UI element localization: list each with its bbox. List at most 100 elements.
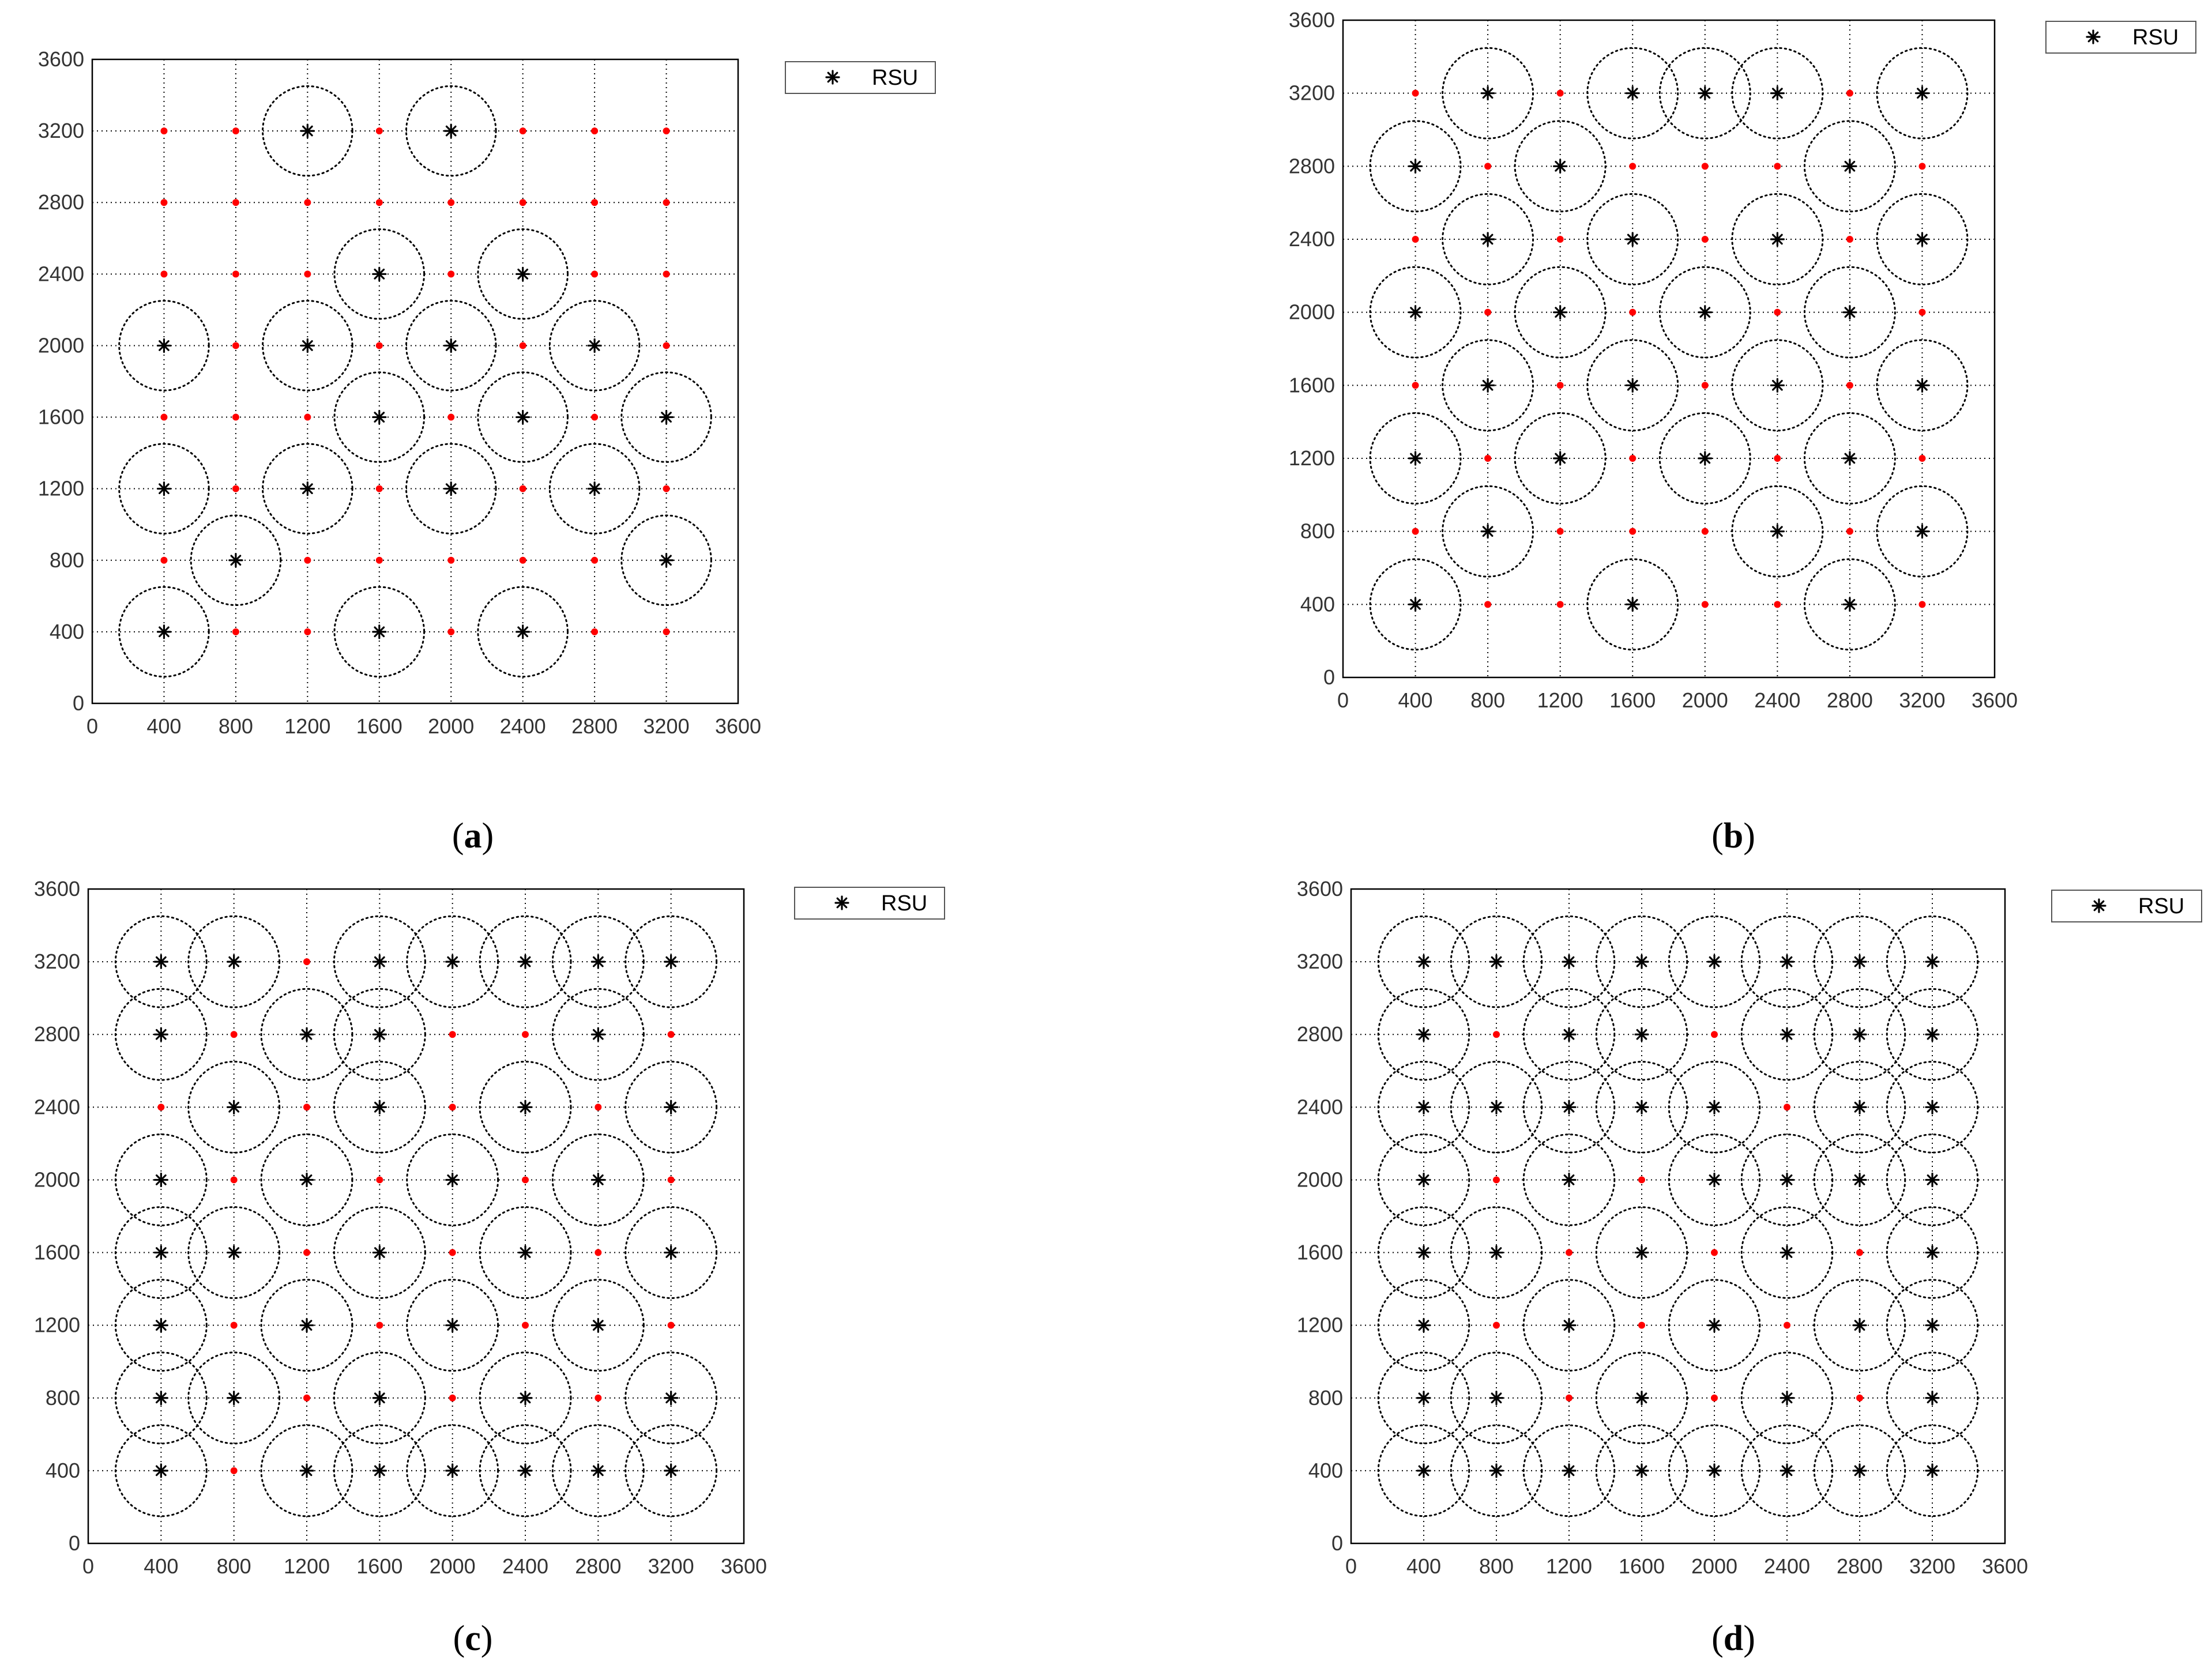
candidate-point xyxy=(1774,601,1781,608)
x-tick-label: 2800 xyxy=(1837,1554,1883,1578)
coverage-circle xyxy=(1740,1351,1834,1445)
candidate-point xyxy=(663,270,670,278)
chart-panel-b: 0 400 800 1200 1600 2000 2400 2800 3200 3600 0 400 8… xyxy=(1289,8,2196,856)
x-tick-label: 400 xyxy=(1406,1554,1441,1578)
coverage-circle xyxy=(551,1424,645,1517)
x-tick-label: 2000 xyxy=(1691,1554,1737,1578)
y-tick-label: 2800 xyxy=(34,1022,80,1046)
candidate-point xyxy=(304,556,311,564)
candidate-point xyxy=(667,1031,675,1038)
candidate-point xyxy=(595,1394,602,1402)
x-tick-label: 1600 xyxy=(1609,688,1656,712)
coverage-circle xyxy=(548,300,641,391)
coverage-circle xyxy=(262,300,353,391)
x-tick-label: 2400 xyxy=(502,1554,548,1578)
coverage-circle xyxy=(1803,412,1896,504)
rsu-marker xyxy=(1625,378,1640,393)
coverage-circle xyxy=(1731,339,1824,432)
coverage-circle xyxy=(1668,1133,1761,1226)
rsu-marker xyxy=(1707,1172,1722,1188)
candidate-point xyxy=(447,413,455,421)
candidate-point xyxy=(1918,308,1926,316)
coverage-circle xyxy=(1886,1279,1979,1372)
candidate-point xyxy=(1856,1394,1863,1402)
rsu-marker xyxy=(590,1318,605,1333)
candidate-point xyxy=(1918,163,1926,170)
coverage-circle xyxy=(1886,1206,1979,1299)
rsu-marker xyxy=(1480,232,1495,247)
rsu-marker xyxy=(1480,378,1495,393)
coverage-circle xyxy=(479,1351,572,1445)
rsu-marker xyxy=(1842,597,1857,612)
rsu-marker xyxy=(443,123,458,138)
y-tick-label: 3200 xyxy=(1289,81,1335,105)
rsu-marker xyxy=(1852,1463,1867,1478)
coverage-circle xyxy=(114,988,208,1081)
coverage-circle xyxy=(118,443,210,534)
candidate-point xyxy=(1484,455,1492,462)
legend: RSU xyxy=(2045,21,2196,54)
candidate-point xyxy=(304,270,311,278)
y-tick-label: 3600 xyxy=(38,47,84,71)
candidate-point xyxy=(667,1176,675,1184)
rsu-marker xyxy=(445,1318,460,1333)
coverage-circle xyxy=(333,1206,426,1300)
candidate-point xyxy=(303,1249,310,1256)
candidate-point xyxy=(376,1176,383,1184)
x-tick-label: 3600 xyxy=(1982,1554,2028,1578)
rsu-marker xyxy=(1770,232,1785,247)
rsu-marker xyxy=(1925,1027,1940,1042)
rsu-marker xyxy=(518,1391,533,1406)
candidate-point xyxy=(304,628,311,635)
rsu-marker xyxy=(1780,1463,1795,1478)
x-tick-label: 3200 xyxy=(1899,688,1945,712)
rsu-marker xyxy=(1408,159,1423,174)
coverage-circle xyxy=(1377,1061,1470,1154)
candidate-point xyxy=(1556,528,1564,535)
coverage-circle xyxy=(1595,988,1688,1081)
y-tick-label: 1200 xyxy=(1297,1313,1343,1337)
y-tick-label: 3200 xyxy=(38,119,84,142)
coverage-circle xyxy=(406,1424,499,1517)
coverage-circle xyxy=(1876,193,1969,285)
candidate-point xyxy=(1566,1394,1573,1402)
rsu-marker xyxy=(1707,954,1722,969)
coverage-circle xyxy=(1740,988,1834,1081)
x-tick-label: 2800 xyxy=(571,714,618,738)
rsu-marker xyxy=(590,1172,605,1188)
candidate-point xyxy=(232,485,239,492)
coverage-circle xyxy=(1876,339,1969,432)
candidate-point xyxy=(160,127,168,135)
rsu-marker xyxy=(1489,1391,1504,1406)
y-tick-label: 2000 xyxy=(34,1167,80,1191)
rsu-marker xyxy=(1770,378,1785,393)
rsu-marker xyxy=(153,1245,168,1260)
legend-label: RSU xyxy=(872,66,918,90)
panel-label: (c) xyxy=(453,1619,493,1658)
candidate-point xyxy=(1493,1321,1500,1329)
candidate-point xyxy=(591,199,599,206)
candidate-point xyxy=(449,1249,456,1256)
rsu-marker xyxy=(1408,305,1423,320)
candidate-point xyxy=(522,1321,529,1329)
candidate-point xyxy=(1711,1249,1718,1256)
coverage-circle xyxy=(114,1206,208,1300)
rsu-marker xyxy=(1480,86,1495,101)
candidate-point xyxy=(519,342,526,349)
rsu-marker xyxy=(300,481,315,496)
y-tick-label: 3600 xyxy=(1297,877,1343,901)
coverage-circle xyxy=(260,1279,353,1372)
coverage-circle xyxy=(1731,193,1824,285)
x-tick-label: 2000 xyxy=(1682,688,1728,712)
coverage-circle xyxy=(1595,1351,1688,1445)
rsu-marker xyxy=(664,1245,679,1260)
rsu-marker xyxy=(659,409,674,425)
x-tick-label: 3200 xyxy=(1909,1554,1955,1578)
rsu-marker xyxy=(587,338,602,353)
rsu-marker xyxy=(153,954,168,969)
candidate-point xyxy=(1711,1394,1718,1402)
rsu-marker xyxy=(1852,954,1867,969)
rsu-marker xyxy=(1625,86,1640,101)
rsu-marker xyxy=(443,481,458,496)
